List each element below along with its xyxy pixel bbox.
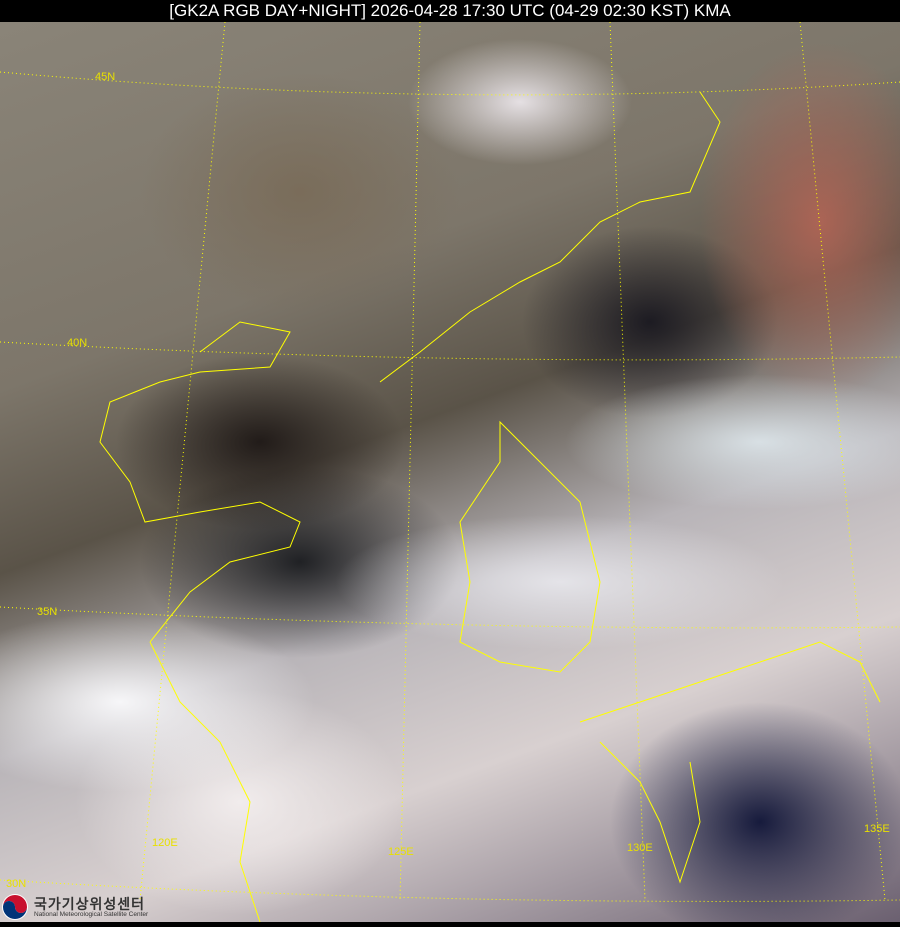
lon-label-130e: 130E (627, 842, 653, 854)
lon-label-135e: 135E (864, 823, 890, 835)
lon-line-125e (399, 22, 421, 901)
lon-label-120e: 120E (152, 837, 178, 849)
image-title: [GK2A RGB DAY+NIGHT] 2026-04-28 17:30 UT… (0, 0, 900, 22)
lat-label-40n: 40N (67, 337, 88, 349)
taegeuk-icon (2, 894, 28, 920)
lat-label-30n: 30N (6, 878, 27, 890)
kma-nmsc-logo: 국가기상위성센터 National Meteorological Satelli… (0, 892, 170, 922)
satellite-image (0, 22, 900, 922)
lat-line-40n (0, 341, 900, 361)
map-overlay (0, 22, 900, 922)
bohai-coast (99, 321, 301, 643)
lon-line-130e (609, 22, 646, 901)
lon-line-135e (799, 22, 886, 901)
lon-line-120e (139, 22, 226, 901)
lat-line-45n (0, 71, 900, 96)
graticule (0, 22, 900, 902)
lat-line-35n (0, 606, 900, 629)
logo-english-text: National Meteorological Satellite Center (34, 911, 149, 918)
coastlines (99, 91, 881, 922)
lat-label-45n: 45N (95, 71, 116, 83)
logo-korean-text: 국가기상위성센터 (34, 896, 146, 912)
lat-label-35n: 35N (37, 606, 58, 618)
japan-coast (579, 641, 881, 884)
china-coast (149, 641, 261, 922)
korea-coast (379, 91, 721, 673)
lon-label-125e: 125E (388, 846, 414, 858)
